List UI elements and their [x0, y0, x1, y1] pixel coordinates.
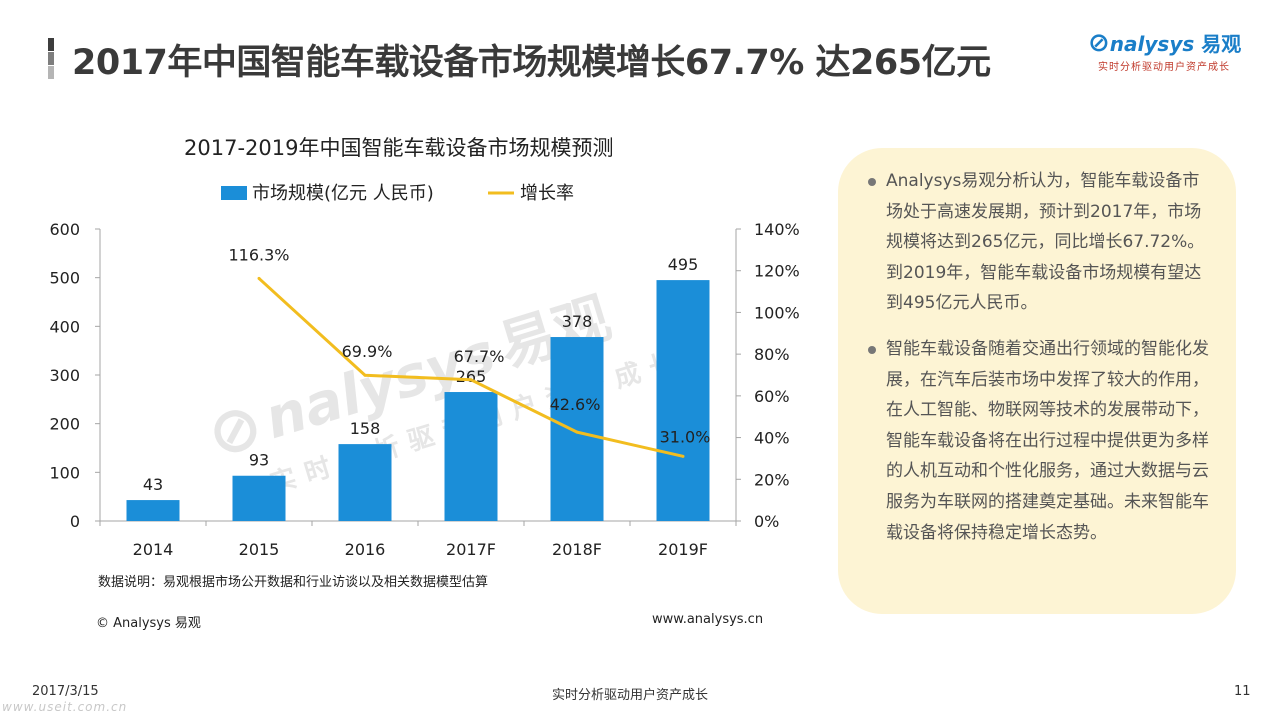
legend-label-growth-rate: 增长率 [520, 183, 574, 204]
bar-data-label: 158 [350, 419, 381, 438]
x-tick-label: 2016 [345, 540, 386, 559]
y-right-tick-label: 20% [754, 470, 790, 489]
y-right-tick-label: 140% [754, 220, 800, 239]
bar [126, 500, 180, 521]
bar-data-label: 378 [562, 312, 593, 331]
y-left-tick-label: 600 [49, 220, 80, 239]
panel-item-text: 智能车载设备随着交通出行领域的智能化发展，在汽车后装市场中发挥了较大的作用，在人… [886, 339, 1209, 543]
x-tick-label: 2015 [239, 540, 280, 559]
bar [444, 392, 498, 521]
y-left-tick-label: 400 [49, 317, 80, 336]
bar-data-label: 43 [143, 475, 163, 494]
growth-rate-point [363, 373, 367, 377]
analysys-logo: ⊘nalysys 易观 实时分析驱动用户资产成长 [1088, 28, 1242, 73]
panel-item-text: Analysys易观分析认为，智能车载设备市场处于高速发展期，预计到2017年，… [886, 171, 1205, 314]
legend-label-market-size: 市场规模(亿元 人民币) [252, 183, 434, 204]
growth-rate-point [681, 454, 685, 458]
bullet-icon [868, 346, 876, 354]
growth-rate-point [469, 378, 473, 382]
footer-slogan: 实时分析驱动用户资产成长 [552, 688, 709, 703]
y-right-tick-label: 60% [754, 387, 790, 406]
logo-word: nalysys [1109, 32, 1195, 56]
bar [232, 475, 286, 521]
data-note: 数据说明：易观根据市场公开数据和行业访谈以及相关数据模型估算 [98, 575, 489, 590]
bar [550, 337, 604, 521]
line-data-label: 42.6% [550, 395, 601, 414]
panel-item: 智能车载设备随着交通出行领域的智能化发展，在汽车后装市场中发挥了较大的作用，在人… [868, 334, 1210, 548]
y-left-tick-label: 0 [70, 512, 80, 531]
growth-rate-point [575, 430, 579, 434]
logo-cn: 易观 [1201, 32, 1242, 56]
copyright: © Analysys 易观 [96, 616, 201, 631]
line-data-label: 31.0% [660, 427, 711, 446]
x-tick-label: 2014 [133, 540, 174, 559]
bar [338, 444, 392, 521]
y-right-tick-label: 80% [754, 345, 790, 364]
y-left-tick-label: 100 [49, 463, 80, 482]
x-tick-label: 2018F [552, 540, 602, 559]
y-right-tick-label: 100% [754, 303, 800, 322]
logo-slogan: 实时分析驱动用户资产成长 [1098, 62, 1230, 73]
x-tick-label: 2017F [446, 540, 496, 559]
x-tick-label: 2019F [658, 540, 708, 559]
footer-date: 2017/3/15 [32, 684, 99, 699]
analysis-panel: Analysys易观分析认为，智能车载设备市场处于高速发展期，预计到2017年，… [838, 148, 1236, 614]
growth-rate-point [257, 276, 261, 280]
chart-title: 2017-2019年中国智能车载设备市场规模预测 [184, 136, 614, 160]
y-left-tick-label: 200 [49, 415, 80, 434]
bar-data-label: 265 [456, 367, 487, 386]
page-title: 2017年中国智能车载设备市场规模增长67.7% 达265亿元 [72, 43, 991, 83]
line-data-label: 116.3% [228, 245, 289, 264]
y-right-tick-label: 0% [754, 512, 779, 531]
y-left-tick-label: 300 [49, 366, 80, 385]
y-left-tick-label: 500 [49, 269, 80, 288]
bar [656, 280, 710, 521]
line-data-label: 67.7% [454, 347, 505, 366]
y-right-tick-label: 40% [754, 429, 790, 448]
bar-data-label: 495 [668, 255, 699, 274]
y-right-tick-label: 120% [754, 262, 800, 281]
title-accent-bar [48, 38, 60, 80]
panel-item: Analysys易观分析认为，智能车载设备市场处于高速发展期，预计到2017年，… [868, 166, 1210, 319]
bullet-icon [868, 178, 876, 186]
bar-data-label: 93 [249, 451, 269, 470]
line-data-label: 69.9% [342, 342, 393, 361]
website-link[interactable]: www.analysys.cn [652, 612, 764, 627]
footer-watermark: www.useit.com.cn [2, 700, 128, 714]
legend-swatch-market-size [221, 186, 247, 200]
page-number: 11 [1234, 684, 1251, 699]
